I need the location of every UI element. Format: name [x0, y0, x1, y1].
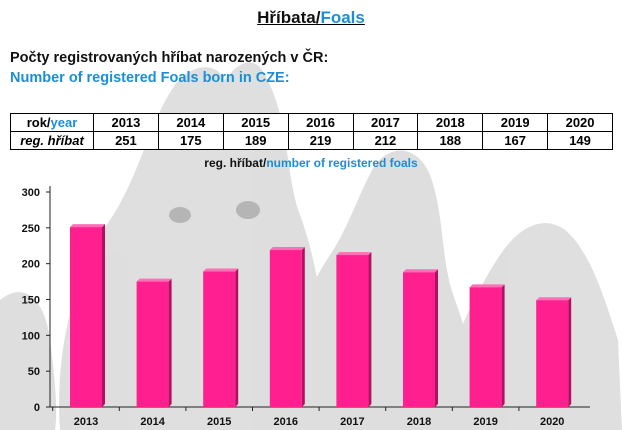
bar-top: [136, 278, 172, 282]
bar-side: [435, 269, 438, 407]
bar-top: [70, 224, 105, 228]
table-cell-year: 2017: [352, 113, 419, 132]
bar-top: [269, 247, 305, 251]
bar-side: [168, 278, 172, 407]
table-cell-count: 251: [93, 131, 159, 150]
foals-table: rok/year 2013 2014 2015 2016 2017 2018 2…: [10, 113, 613, 150]
bar-side: [102, 224, 105, 407]
x-tick-label: 2014: [140, 416, 165, 428]
bar-top: [336, 252, 372, 256]
bar-top: [536, 297, 572, 301]
year-label-cz: rok/: [26, 115, 51, 130]
y-tick-label: 100: [22, 330, 40, 342]
bar: [536, 300, 569, 407]
bar: [70, 227, 102, 407]
table-cell-count: 212: [352, 131, 419, 150]
x-tick-label: 2013: [74, 416, 98, 428]
y-tick-label: 200: [22, 259, 40, 271]
table-cell-year: 2020: [547, 113, 613, 132]
bar-side: [235, 268, 239, 407]
chart-title-cz: reg. hříbat/: [204, 156, 267, 170]
x-tick-label: 2017: [340, 416, 364, 428]
table-cell-count: 175: [157, 131, 224, 150]
x-tick-label: 2016: [274, 416, 298, 428]
bar-top: [203, 268, 239, 272]
table-cell-year: 2016: [287, 113, 354, 132]
table-cell-year: 2013: [93, 113, 159, 132]
title-separator: /: [315, 8, 321, 27]
bar-side: [501, 284, 505, 407]
title-cz: Hříbata: [257, 8, 316, 27]
page-title: Hříbata/Foals: [0, 8, 622, 28]
bar-top: [469, 284, 505, 288]
year-label-en: year: [50, 115, 78, 130]
y-tick-label: 150: [22, 295, 40, 307]
bar: [469, 287, 502, 407]
table-cell-count: 188: [417, 131, 484, 150]
bar: [336, 255, 369, 407]
table-row-years: rok/year 2013 2014 2015 2016 2017 2018 2…: [10, 113, 613, 132]
subtitle-en: Number of registered Foals born in CZE:: [10, 70, 290, 86]
table-cell-year: 2019: [482, 113, 549, 132]
table-cell-year: 2014: [157, 113, 224, 132]
y-tick-label: 0: [34, 402, 40, 414]
bar-side: [568, 297, 572, 407]
chart-title-en: number of registered foals: [266, 156, 418, 170]
x-tick-label: 2018: [407, 416, 431, 428]
bar-side: [301, 247, 305, 407]
table-cell-count: 167: [482, 131, 549, 150]
subtitle-cz: Počty registrovaných hříbat narozených v…: [10, 50, 329, 66]
bar-side: [368, 252, 372, 407]
bar: [269, 250, 302, 407]
bar: [403, 272, 435, 407]
y-tick-label: 50: [28, 366, 40, 378]
table-header-count: reg. hříbat: [10, 131, 94, 150]
table-row-counts: reg. hříbat 251 175 189 219 212 188 167 …: [10, 131, 613, 150]
title-en: Foals: [320, 8, 365, 27]
table-header-year: rok/year: [10, 113, 94, 132]
x-tick-label: 2015: [207, 416, 231, 428]
table-cell-count: 219: [287, 131, 354, 150]
table-cell-count: 149: [547, 131, 613, 150]
chart-title: reg. hříbat/number of registered foals: [0, 156, 622, 170]
table-cell-year: 2018: [417, 113, 484, 132]
bar: [136, 281, 169, 407]
bar: [203, 271, 236, 407]
x-tick-label: 2019: [473, 416, 497, 428]
bar-top: [403, 269, 438, 273]
table-cell-count: 189: [222, 131, 289, 150]
x-tick-label: 2020: [540, 416, 564, 428]
y-tick-label: 250: [22, 223, 40, 235]
y-tick-label: 300: [22, 187, 40, 199]
